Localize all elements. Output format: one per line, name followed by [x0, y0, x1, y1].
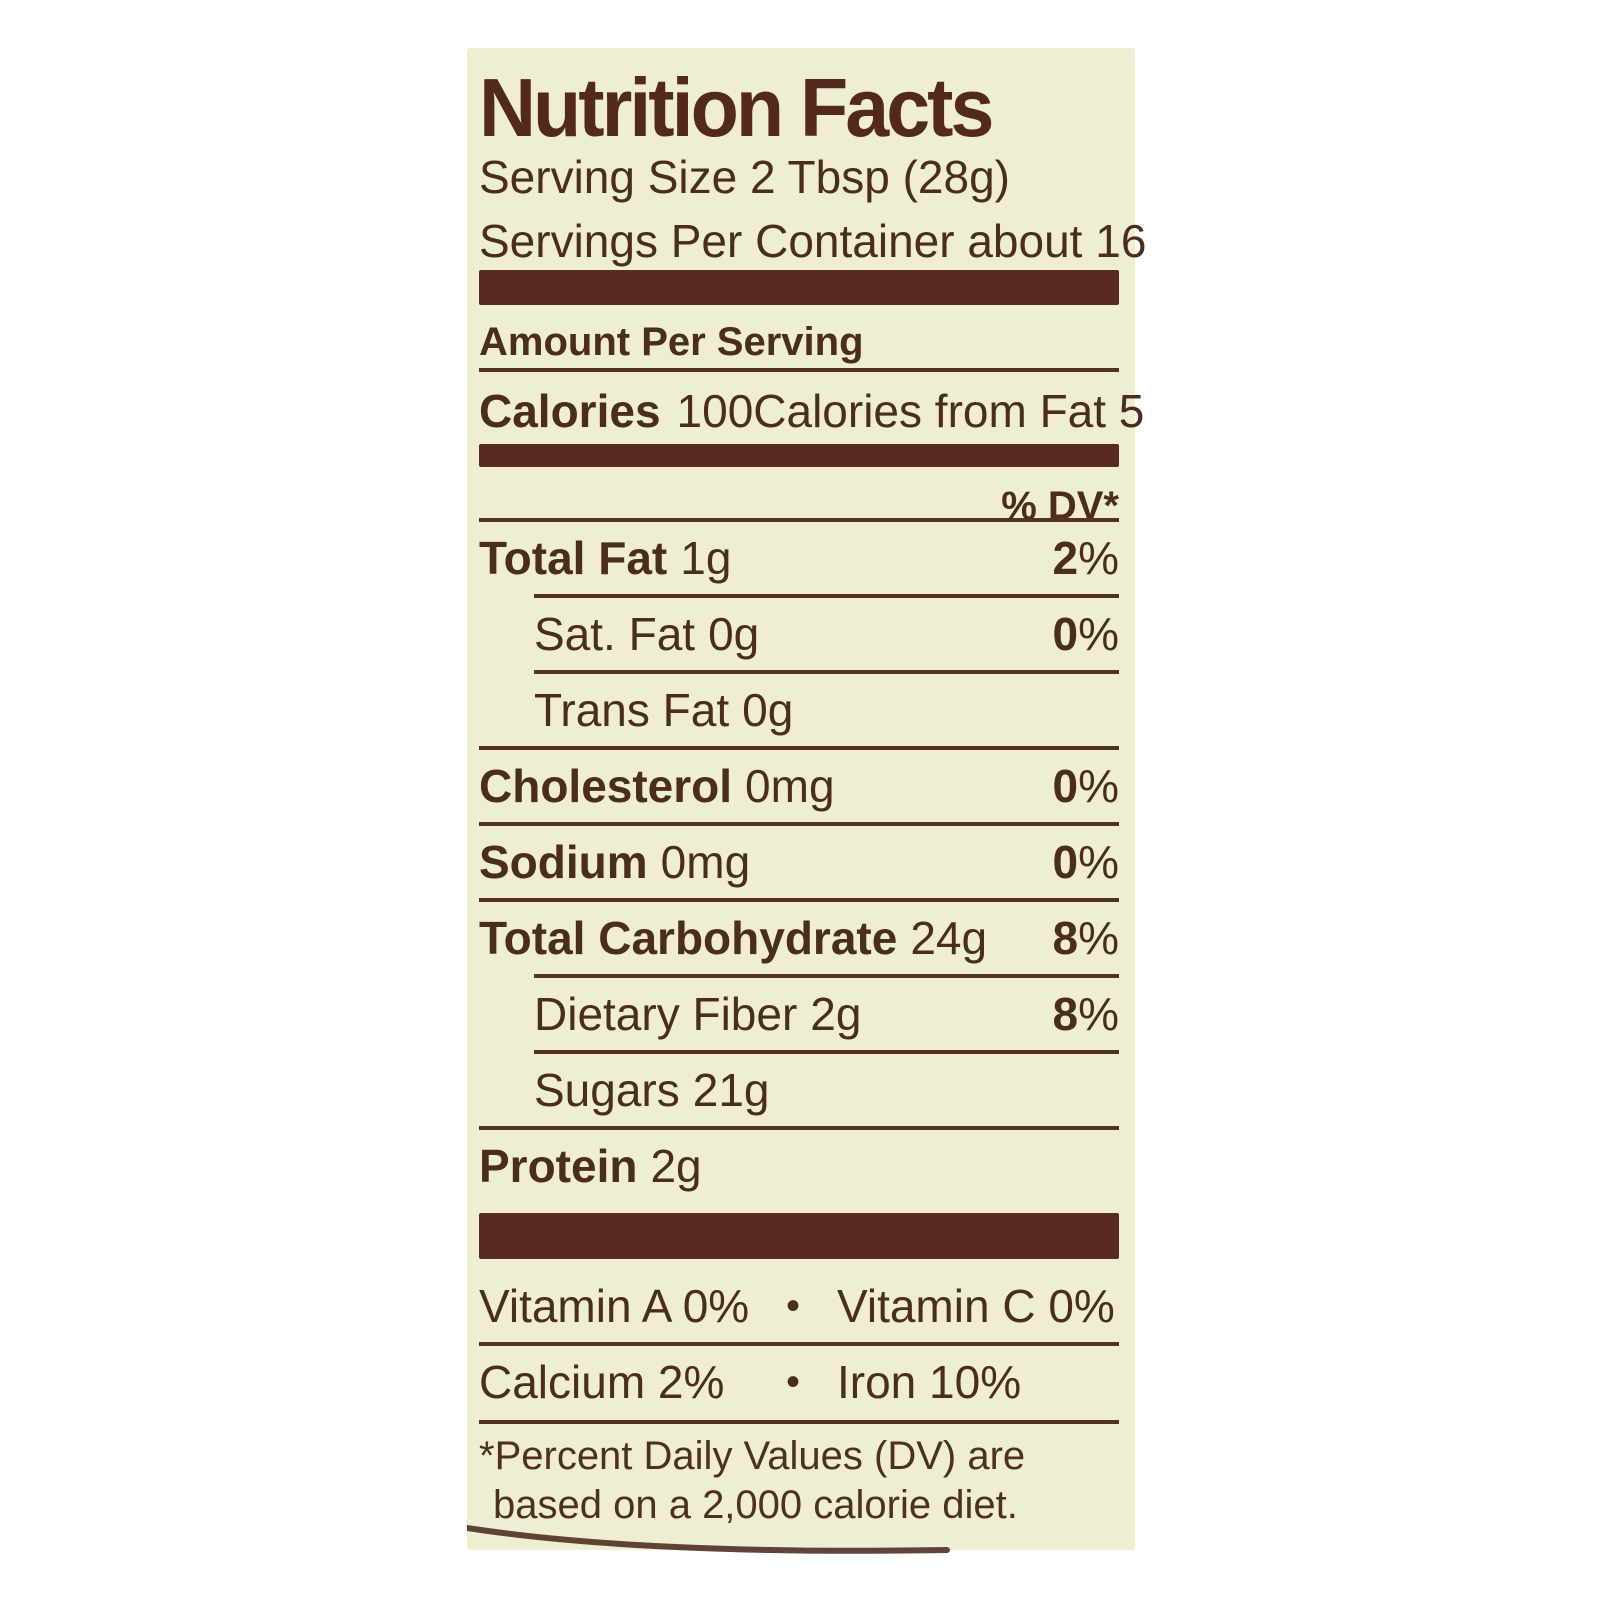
nutrient-row-trans-fat: Trans Fat 0g [479, 674, 1119, 746]
rule-above-sat-fat [534, 594, 1119, 598]
rule-above-protein [479, 1126, 1119, 1130]
daily-value-number: 0 [1052, 608, 1079, 660]
nutrient-row-total-fat: Total Fat 1g 2% [479, 522, 1119, 594]
rule-below-amount-per-serving [479, 368, 1119, 372]
nutrient-row-dietary-fiber: Dietary Fiber 2g 8% [479, 978, 1119, 1050]
label-bottom-edge-curve [467, 1525, 950, 1554]
amount-per-serving-heading: Amount Per Serving [479, 320, 864, 364]
micronutrient-right: Iron 10% [837, 1356, 1022, 1408]
nutrients-table: Total Fat 1g 2% Sat. Fat 0g 0% Trans Fat 0g Chol… [479, 518, 1119, 1202]
nutrient-amount: 1g [680, 532, 732, 584]
nutrient-amount: 24g [910, 912, 988, 964]
nutrient-row-total-carbohydrate: Total Carbohydrate 24g 8% [479, 902, 1119, 974]
rule-above-sodium [479, 822, 1119, 826]
calories-left-group: Calories 100 [479, 384, 753, 438]
bullet-separator: • [785, 1359, 800, 1404]
nutrient-amount: 0mg [660, 836, 751, 888]
separator-bar-bottom [479, 1213, 1119, 1259]
daily-value-percent-sign: % [1078, 912, 1119, 964]
nutrient-name: Sugars [534, 1064, 680, 1116]
nutrient-amount: 2g [650, 1140, 702, 1192]
daily-value-percent-sign: % [1078, 608, 1119, 660]
nutrient-row-protein: Protein 2g [479, 1130, 1119, 1202]
footnote-line-1: *Percent Daily Values (DV) are [479, 1434, 1026, 1478]
nutrient-name: Total Carbohydrate [479, 912, 898, 964]
nutrition-facts-title: Nutrition Facts [479, 61, 994, 154]
rule-above-dietary-fiber [534, 974, 1119, 978]
nutrient-name: Trans Fat [534, 684, 730, 736]
calories-label: Calories [479, 385, 661, 437]
nutrient-amount: 0mg [745, 760, 835, 812]
rule-above-total-fat [479, 518, 1119, 522]
nutrition-facts-label: Nutrition Facts Serving Size 2 Tbsp (28g… [467, 48, 1147, 1554]
nutrient-name: Total Fat [479, 532, 668, 584]
nutrient-daily-value: 0% [1053, 759, 1120, 813]
daily-values-footnote: *Percent Daily Values (DV) are based on … [479, 1432, 1119, 1530]
nutrient-name: Sodium [479, 836, 648, 888]
nutrient-daily-value: 0% [1053, 607, 1120, 661]
daily-value-number: 8 [1052, 988, 1079, 1040]
daily-value-number: 8 [1052, 912, 1079, 964]
rule-below-minerals [479, 1420, 1119, 1424]
nutrient-row-sodium: Sodium 0mg 0% [479, 826, 1119, 898]
daily-value-number: 0 [1052, 760, 1079, 812]
servings-per-container-line: Servings Per Container about 16 [479, 215, 1147, 267]
nutrient-name: Cholesterol [479, 760, 733, 812]
nutrient-daily-value: 0% [1053, 835, 1120, 889]
footnote-line-2: based on a 2,000 calorie diet. [493, 1483, 1018, 1527]
micronutrient-left: Vitamin A 0% [479, 1280, 750, 1332]
nutrient-amount: 0g [708, 608, 760, 660]
nutrient-row-cholesterol: Cholesterol 0mg 0% [479, 750, 1119, 822]
daily-value-number: 0 [1052, 836, 1079, 888]
nutrient-row-sat-fat: Sat. Fat 0g 0% [479, 598, 1119, 670]
serving-size-line: Serving Size 2 Tbsp (28g) [479, 151, 1010, 203]
rule-above-cholesterol [479, 746, 1119, 750]
nutrient-amount: 21g [692, 1064, 770, 1116]
calories-from-fat: Calories from Fat 5 [753, 385, 1145, 437]
rule-below-vitamins [479, 1342, 1119, 1346]
daily-value-percent-sign: % [1078, 836, 1119, 888]
daily-value-number: 2 [1052, 532, 1079, 584]
micronutrient-right: Vitamin C 0% [837, 1280, 1115, 1332]
nutrient-daily-value: 8% [1053, 987, 1120, 1041]
calories-row: Calories 100 Calories from Fat 5 [479, 384, 1144, 438]
nutrient-daily-value: 2% [1053, 531, 1120, 585]
nutrient-amount: 0g [742, 684, 794, 736]
daily-value-percent-sign: % [1078, 532, 1119, 584]
micronutrient-row-minerals: Calcium 2% • Iron 10% [479, 1346, 1119, 1418]
nutrient-name: Dietary Fiber [534, 988, 798, 1040]
micronutrient-left: Calcium 2% [479, 1356, 725, 1408]
nutrient-daily-value: 8% [1053, 911, 1120, 965]
micronutrient-row-vitamins: Vitamin A 0% • Vitamin C 0% [479, 1270, 1119, 1342]
bullet-separator: • [785, 1283, 800, 1328]
nutrient-row-sugars: Sugars 21g [479, 1054, 1119, 1126]
calories-value: 100 [676, 385, 754, 437]
nutrient-name: Sat. Fat [534, 608, 696, 660]
rule-above-sugars [534, 1050, 1119, 1054]
nutrient-name: Protein [479, 1140, 638, 1192]
rule-above-total-carbohydrate [479, 898, 1119, 902]
nutrient-amount: 2g [810, 988, 862, 1040]
daily-value-percent-sign: % [1078, 988, 1119, 1040]
separator-bar-calories [479, 444, 1119, 467]
separator-bar-top [479, 270, 1119, 305]
daily-value-percent-sign: % [1078, 760, 1119, 812]
rule-above-trans-fat [534, 670, 1119, 674]
